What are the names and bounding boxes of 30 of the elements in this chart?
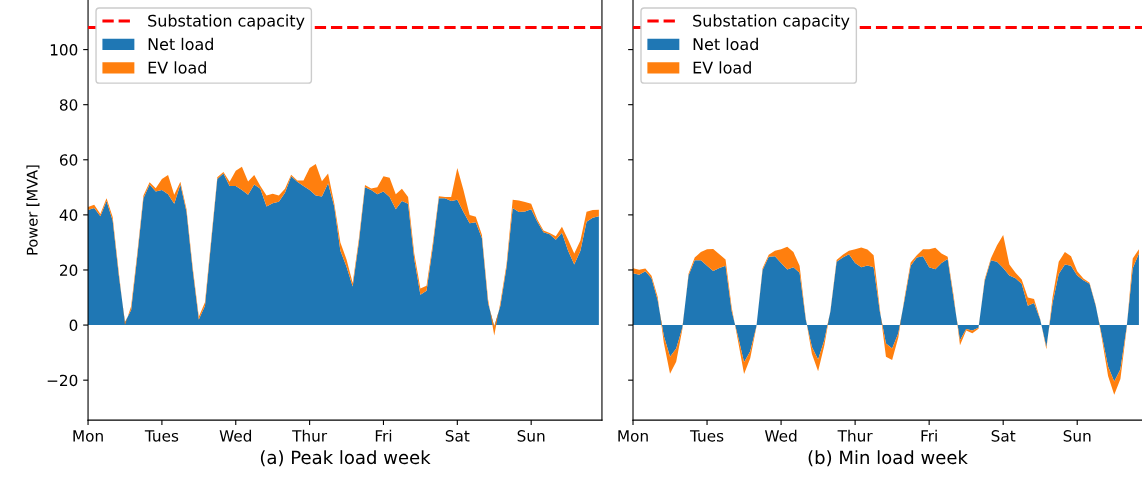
y-tick-label: −20 [47, 374, 78, 387]
y-tick-label: 80 [59, 99, 78, 111]
legend-label: EV load [693, 61, 751, 74]
ref-line-label: Substation capacity [148, 14, 305, 30]
y-tick-label: 100 [50, 44, 78, 56]
x-tick-label: Fri [375, 429, 392, 442]
x-axis-title: (b) Min load week [808, 450, 968, 467]
y-tick-label: 0 [69, 319, 78, 332]
y-tick-label: 60 [59, 154, 78, 166]
x-tick-label: Thur [837, 429, 873, 442]
legend-label: Net load [148, 37, 213, 51]
x-tick-label: Sun [1063, 430, 1091, 442]
x-tick-label: Tues [144, 430, 179, 442]
y-tick-label: 20 [60, 264, 78, 276]
x-tick-label: Wed [764, 429, 797, 442]
x-tick-label: Tues [689, 430, 724, 442]
x-tick-label: Sat [991, 430, 1016, 442]
x-tick-label: Fri [921, 429, 937, 442]
y-axis-title: Power [MVA] [26, 165, 40, 255]
y-tick-label: 40 [59, 209, 78, 221]
x-tick-label: Sat [445, 430, 470, 442]
legend-label: Net load [693, 37, 758, 51]
x-tick-label: Thur [292, 429, 328, 442]
x-tick-label: Mon [618, 430, 648, 442]
x-tick-label: Sun [517, 430, 545, 442]
x-tick-label: Mon [73, 430, 103, 442]
x-axis-title: (a) Peak load week [260, 450, 431, 467]
x-tick-label: Wed [219, 429, 252, 442]
ref-line-label: Substation capacity [693, 14, 850, 30]
legend-label: EV load [148, 61, 206, 74]
